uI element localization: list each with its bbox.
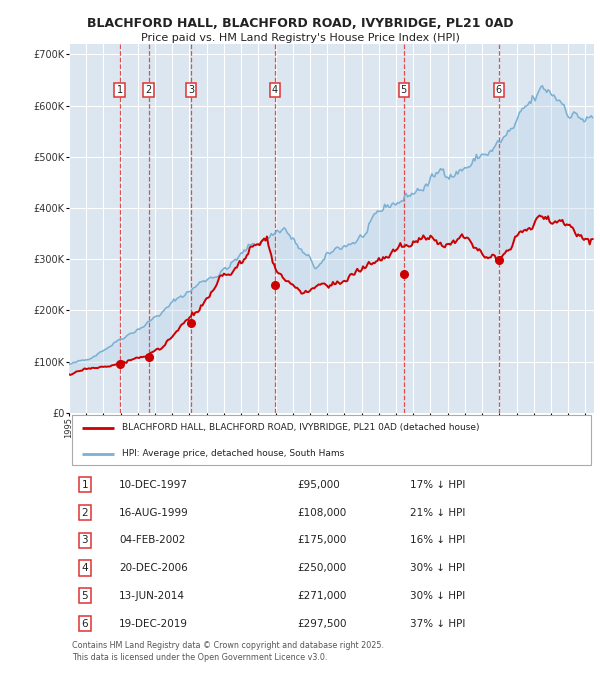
Text: 6: 6: [82, 619, 88, 628]
Text: 3: 3: [188, 85, 194, 95]
Text: 16% ↓ HPI: 16% ↓ HPI: [410, 535, 466, 545]
Text: 4: 4: [82, 563, 88, 573]
Text: 16-AUG-1999: 16-AUG-1999: [119, 507, 188, 517]
Text: Contains HM Land Registry data © Crown copyright and database right 2025.
This d: Contains HM Land Registry data © Crown c…: [71, 641, 383, 662]
Text: BLACHFORD HALL, BLACHFORD ROAD, IVYBRIDGE, PL21 0AD (detached house): BLACHFORD HALL, BLACHFORD ROAD, IVYBRIDG…: [121, 424, 479, 432]
Text: 04-FEB-2002: 04-FEB-2002: [119, 535, 185, 545]
Text: 2: 2: [145, 85, 152, 95]
Text: 2: 2: [82, 507, 88, 517]
Text: 30% ↓ HPI: 30% ↓ HPI: [410, 563, 466, 573]
Text: 37% ↓ HPI: 37% ↓ HPI: [410, 619, 466, 628]
Text: 20-DEC-2006: 20-DEC-2006: [119, 563, 188, 573]
Text: 10-DEC-1997: 10-DEC-1997: [119, 480, 188, 490]
FancyBboxPatch shape: [71, 415, 592, 464]
Text: 30% ↓ HPI: 30% ↓ HPI: [410, 591, 466, 601]
Text: £175,000: £175,000: [298, 535, 347, 545]
Text: 3: 3: [82, 535, 88, 545]
Text: Price paid vs. HM Land Registry's House Price Index (HPI): Price paid vs. HM Land Registry's House …: [140, 33, 460, 43]
Text: £271,000: £271,000: [298, 591, 347, 601]
Text: £108,000: £108,000: [298, 507, 347, 517]
Text: 4: 4: [272, 85, 278, 95]
Text: 5: 5: [401, 85, 407, 95]
Text: £250,000: £250,000: [298, 563, 347, 573]
Text: 1: 1: [82, 480, 88, 490]
Text: 6: 6: [496, 85, 502, 95]
Text: 5: 5: [82, 591, 88, 601]
Text: 17% ↓ HPI: 17% ↓ HPI: [410, 480, 466, 490]
Text: HPI: Average price, detached house, South Hams: HPI: Average price, detached house, Sout…: [121, 449, 344, 458]
Text: 1: 1: [116, 85, 122, 95]
Text: £297,500: £297,500: [298, 619, 347, 628]
Text: 13-JUN-2014: 13-JUN-2014: [119, 591, 185, 601]
Text: 21% ↓ HPI: 21% ↓ HPI: [410, 507, 466, 517]
Text: £95,000: £95,000: [298, 480, 340, 490]
Text: 19-DEC-2019: 19-DEC-2019: [119, 619, 188, 628]
Text: BLACHFORD HALL, BLACHFORD ROAD, IVYBRIDGE, PL21 0AD: BLACHFORD HALL, BLACHFORD ROAD, IVYBRIDG…: [87, 17, 513, 30]
